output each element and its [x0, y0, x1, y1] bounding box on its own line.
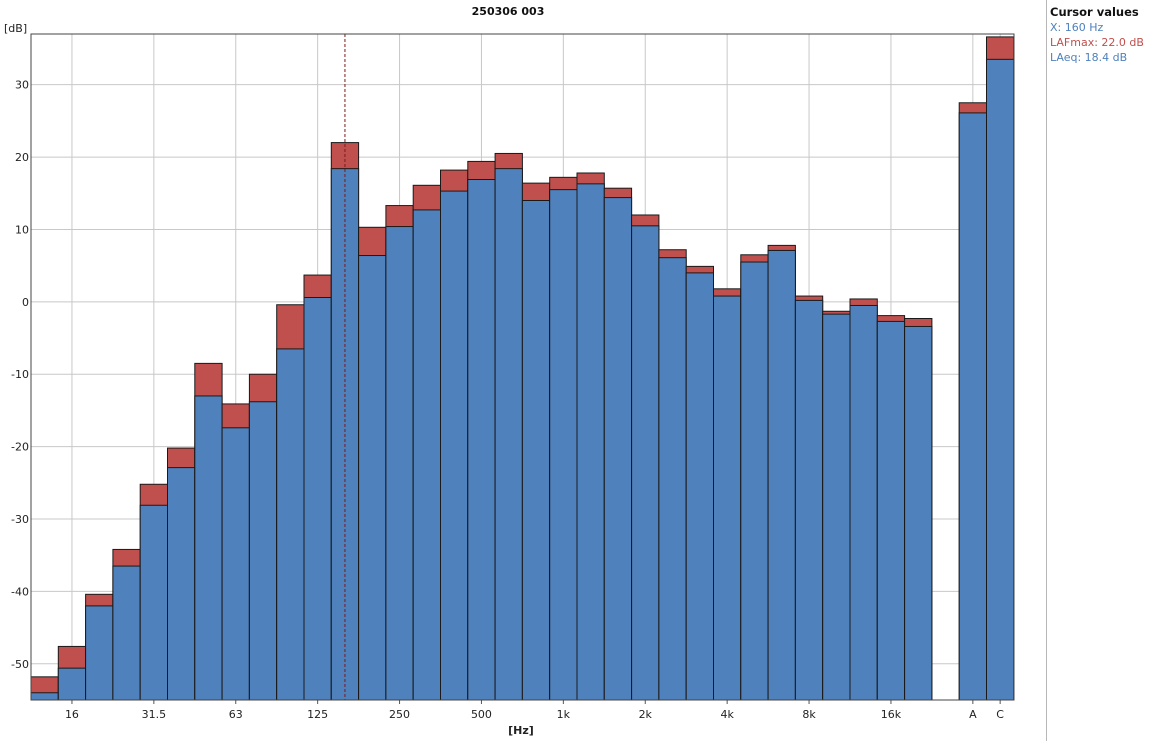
bar-laeq-12.5[interactable] — [30, 692, 59, 701]
bar-laeq-10k[interactable] — [822, 313, 851, 701]
bar-laeq-1k[interactable] — [549, 189, 578, 701]
bar-laeq-125[interactable] — [303, 297, 332, 701]
bar-laeq-630[interactable] — [494, 168, 523, 701]
cursor-values-title: Cursor values — [1050, 5, 1139, 19]
x-tick-label: 31.5 — [142, 708, 167, 721]
bar-laeq-16k[interactable] — [876, 320, 906, 701]
bar-laeq-63[interactable] — [221, 427, 250, 701]
bar-laeq-250[interactable] — [385, 226, 414, 701]
bar-laeq-12.5k[interactable] — [849, 304, 878, 701]
bar-laeq-2.5k[interactable] — [658, 257, 687, 701]
bar-laeq-1.25k[interactable] — [576, 183, 605, 701]
cursor-x-value: X: 160 Hz — [1050, 21, 1104, 34]
bar-laeq-1.6k[interactable] — [603, 197, 633, 701]
plot-frame — [30, 33, 1015, 701]
bar-laeq-6.3k[interactable] — [767, 249, 796, 701]
y-tick-label: 10 — [15, 223, 29, 236]
x-tick-label: C — [996, 708, 1004, 721]
x-tick-label: 125 — [307, 708, 328, 721]
bar-laeq-100[interactable] — [276, 348, 305, 701]
bar-laeq-50[interactable] — [194, 395, 223, 701]
bar-laeq-8k[interactable] — [794, 299, 824, 701]
y-tick-label: 0 — [22, 296, 29, 309]
x-tick-label: 16 — [65, 708, 79, 721]
y-tick-labels: -50 -40 -30 -20 -10 0 10 20 30 — [11, 79, 29, 671]
bar-laeq-400[interactable] — [440, 190, 469, 701]
bar-laeq-20[interactable] — [85, 605, 114, 701]
bar-laeq-16[interactable] — [57, 667, 87, 701]
x-tick-label: A — [969, 708, 977, 721]
x-tick-labels: 16 31.5 63 125 250 500 1k 2k 4k 8k 16k A C — [65, 700, 1004, 721]
bar-laeq-800[interactable] — [521, 200, 551, 701]
x-tick-label: 8k — [802, 708, 816, 721]
cursor-lafmax-value: LAFmax: 22.0 dB — [1050, 36, 1144, 49]
x-tick-label: 1k — [557, 708, 571, 721]
bar-laeq-40[interactable] — [167, 467, 196, 701]
bar-laeq-A[interactable] — [958, 112, 988, 701]
y-tick-label: -50 — [11, 658, 29, 671]
y-tick-label: -30 — [11, 513, 29, 526]
bar-laeq-315[interactable] — [412, 209, 442, 701]
bar-laeq-5k[interactable] — [740, 261, 769, 701]
y-tick-label: -40 — [11, 585, 29, 598]
x-tick-label: 2k — [639, 708, 653, 721]
x-tick-label: 63 — [229, 708, 243, 721]
bar-laeq-C[interactable] — [986, 58, 1015, 701]
y-tick-label: -10 — [11, 368, 29, 381]
bar-laeq-31.5[interactable] — [139, 504, 168, 701]
bar-laeq-25[interactable] — [112, 565, 141, 701]
bar-laeq-2k[interactable] — [631, 225, 660, 701]
x-tick-label: 16k — [881, 708, 902, 721]
y-axis-label: [dB] — [4, 22, 27, 35]
bars-group — [30, 36, 1015, 701]
y-tick-label: -20 — [11, 441, 29, 454]
y-tick-label: 30 — [15, 79, 29, 92]
x-tick-label: 4k — [720, 708, 734, 721]
y-tick-label: 20 — [15, 151, 29, 164]
bar-laeq-3.15k[interactable] — [685, 272, 715, 701]
bar-laeq-20k[interactable] — [904, 325, 933, 701]
bar-laeq-4k[interactable] — [713, 295, 742, 701]
bar-laeq-500[interactable] — [467, 179, 496, 701]
cursor-laeq-value: LAeq: 18.4 dB — [1050, 51, 1128, 64]
x-tick-label: 500 — [471, 708, 492, 721]
bar-laeq-200[interactable] — [358, 255, 387, 701]
cursor-values-panel: Cursor values X: 160 Hz LAFmax: 22.0 dB … — [1046, 0, 1157, 741]
x-tick-label: 250 — [389, 708, 410, 721]
chart-title: 250306 003 — [472, 5, 545, 18]
x-axis-label: [Hz] — [508, 724, 534, 737]
spectrum-chart[interactable]: 250306 003 [dB] [Hz] -50 -40 -30 -20 -10 0 10 2… — [0, 0, 1046, 741]
bar-laeq-80[interactable] — [248, 401, 278, 701]
